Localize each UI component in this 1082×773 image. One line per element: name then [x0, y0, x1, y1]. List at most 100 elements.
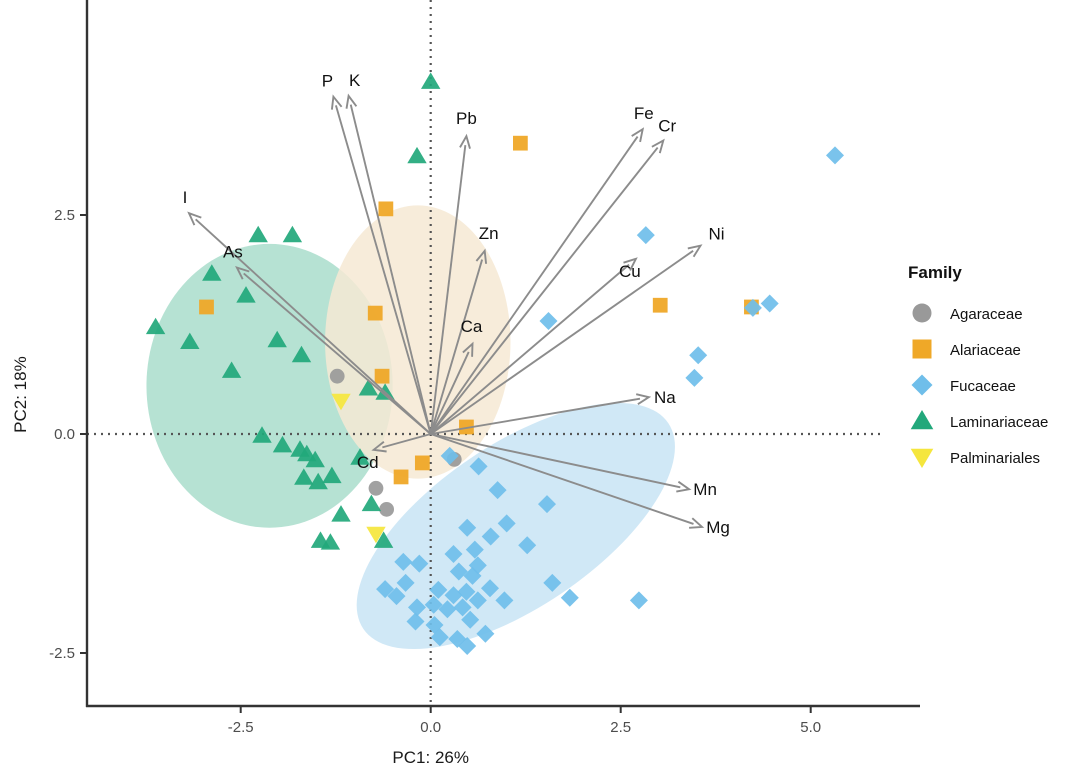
data-point — [394, 552, 413, 571]
data-point — [518, 536, 537, 555]
data-point — [497, 514, 516, 533]
arrow-shaft — [430, 250, 694, 435]
data-point — [538, 495, 556, 514]
legend-label: Alariaceae — [950, 342, 1021, 359]
data-point — [410, 554, 429, 573]
data-point — [358, 379, 379, 396]
data-point — [145, 317, 166, 335]
y-axis-title: PC2: 18% — [11, 356, 30, 433]
arrow-shaft — [349, 104, 432, 435]
legend-marker-triangle-down-icon — [910, 448, 934, 468]
data-point — [252, 426, 272, 443]
arrow-shaft — [429, 147, 659, 435]
data-point — [461, 610, 480, 629]
arrow-head-icon — [475, 248, 488, 264]
data-point — [430, 628, 449, 647]
legend-marker-circle-icon — [912, 303, 932, 323]
legend-item-palminariales[interactable]: Palminariales — [910, 448, 1040, 468]
data-point — [495, 591, 514, 610]
legend: Family Agaraceae Alariaceae Fucaceae Laminar… — [908, 263, 1048, 468]
data-point — [421, 72, 441, 89]
data-point — [438, 600, 457, 619]
x-tick-label: 5.0 — [800, 719, 821, 736]
legend-item-laminariaceae[interactable]: Laminariaceae — [910, 410, 1049, 431]
data-point — [476, 624, 495, 643]
data-point — [350, 448, 370, 465]
legend-label: Agaraceae — [950, 306, 1023, 323]
loading-arrow-cr: Cr — [429, 117, 677, 435]
arrow-shaft — [429, 351, 470, 435]
loading-arrow-ni: Ni — [430, 225, 725, 435]
loading-label-as: As — [223, 243, 243, 262]
loading-arrow-mn: Mn — [430, 433, 717, 499]
data-point — [320, 533, 341, 550]
data-point — [424, 595, 443, 614]
loading-arrow-na: Na — [430, 388, 676, 435]
loading-arrow-cd: Cd — [357, 433, 431, 472]
data-point — [463, 566, 482, 585]
data-point — [629, 591, 648, 610]
legend-label: Laminariaceae — [950, 414, 1048, 431]
arrow-head-icon — [459, 133, 471, 149]
data-point — [465, 540, 484, 559]
data-point — [366, 526, 386, 544]
x-tick-label: 2.5 — [610, 719, 631, 736]
arrow-head-icon — [462, 341, 474, 357]
arrow-shaft — [429, 259, 484, 435]
data-point — [294, 468, 314, 485]
data-point — [396, 573, 415, 592]
arrow-head-icon — [689, 517, 705, 529]
legend-label: Fucaceae — [950, 378, 1016, 395]
data-point — [406, 612, 425, 631]
data-point — [440, 446, 459, 465]
data-point — [374, 368, 390, 384]
data-point — [248, 225, 268, 243]
data-point — [221, 361, 242, 378]
data-point — [453, 598, 472, 617]
data-point — [560, 588, 579, 607]
data-point — [202, 264, 222, 281]
data-point — [236, 286, 256, 303]
x-axis-title: PC1: 26% — [392, 748, 469, 767]
loading-label-zn: Zn — [479, 224, 499, 243]
arrow-shaft — [430, 433, 694, 525]
data-point — [361, 494, 382, 512]
x-tick-label: -2.5 — [228, 719, 254, 736]
data-point — [458, 518, 477, 537]
arrow-head-icon — [187, 211, 202, 226]
loading-label-mg: Mg — [706, 518, 730, 537]
arrow-head-icon — [623, 257, 638, 271]
arrow-shaft — [430, 397, 641, 435]
arrow-head-icon — [235, 266, 250, 280]
series-palminariales — [331, 393, 386, 544]
data-point — [539, 312, 558, 330]
arrow-shaft — [430, 263, 630, 435]
series-alariaceae — [199, 135, 759, 485]
series-laminariaceae — [145, 72, 441, 550]
arrow-shaft — [243, 272, 432, 435]
data-point — [468, 591, 487, 610]
data-point — [444, 545, 463, 563]
data-point — [636, 226, 655, 245]
arrow-shaft — [382, 433, 431, 449]
legend-item-fucaceae[interactable]: Fucaceae — [911, 374, 1016, 396]
data-point — [469, 457, 488, 476]
x-tick-label: 0.0 — [420, 719, 441, 736]
data-point — [488, 481, 507, 500]
loading-arrow-i: I — [183, 188, 432, 435]
data-point — [331, 505, 351, 522]
data-point — [457, 582, 476, 601]
data-point — [408, 598, 426, 617]
legend-item-alariaceae[interactable]: Alariaceae — [912, 339, 1021, 360]
arrow-head-icon — [676, 480, 692, 493]
loading-label-cd: Cd — [357, 453, 379, 472]
data-point — [378, 201, 394, 217]
data-point — [376, 580, 395, 599]
loading-arrow-fe: Fe — [429, 104, 654, 435]
legend-item-agaraceae[interactable]: Agaraceae — [912, 303, 1023, 324]
data-point — [429, 580, 448, 599]
data-point — [458, 637, 477, 655]
